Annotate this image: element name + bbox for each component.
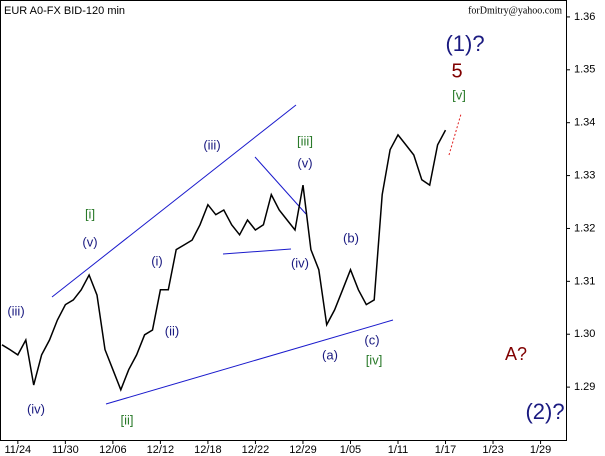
trend-line [254,156,307,215]
wave-label: (v) [297,155,312,170]
trend-line [222,248,292,255]
y-tick-label: 1.34 [574,117,595,129]
x-tick-label: 11/30 [52,444,79,456]
x-tick-label: 12/12 [147,444,175,456]
price-line [1,129,447,392]
wave-label: (iii) [7,303,24,318]
x-tick-label: 1/11 [388,444,409,456]
wave-label: [iii] [297,133,313,148]
x-tick-label: 12/18 [194,444,222,456]
wave-label: [iv] [366,352,383,367]
wave-label: (i) [151,253,163,268]
wave-label: 5 [451,60,462,82]
x-tick-label: 1/23 [482,444,503,456]
x-tick-label: 1/29 [530,444,551,456]
wave-label: [i] [85,206,95,221]
plot-frame [0,0,567,441]
chart-title: EUR A0-FX BID-120 min [4,5,125,17]
y-tick-label: 1.36 [574,11,595,23]
wave-label: (2)? [525,399,564,424]
wave-label: (b) [343,230,359,245]
trend-line [51,104,297,298]
wave-label: (v) [82,234,97,249]
wave-label: [ii] [121,412,134,427]
wave-label: (a) [322,347,338,362]
trend-line [105,319,394,405]
x-tick-label: 12/06 [99,444,127,456]
wave-label: [v] [452,87,466,102]
x-tick-label: 1/17 [435,444,456,456]
y-tick-label: 1.35 [574,64,595,76]
y-tick-label: 1.30 [574,328,595,340]
y-tick-label: 1.32 [574,222,595,234]
wave-label: (1)? [445,31,484,56]
trend-lines [51,104,394,405]
x-tick-label: 11/24 [4,444,31,456]
x-tick-label: 12/22 [242,444,270,456]
y-tick-label: 1.33 [574,169,595,181]
wave-label: (c) [364,332,379,347]
wave-label: (iv) [27,401,45,416]
wave-label: (ii) [165,323,179,338]
y-tick-label: 1.29 [574,381,595,393]
watermark: forDmitry@yahoo.com [468,5,562,16]
y-tick-label: 1.31 [574,275,595,287]
wave-label: A? [505,344,527,364]
x-tick-label: 12/29 [289,444,317,456]
projection-line [448,113,462,156]
x-tick-label: 1/05 [340,444,361,456]
wave-label: (iv) [291,255,309,270]
wave-label: (iii) [203,137,220,152]
